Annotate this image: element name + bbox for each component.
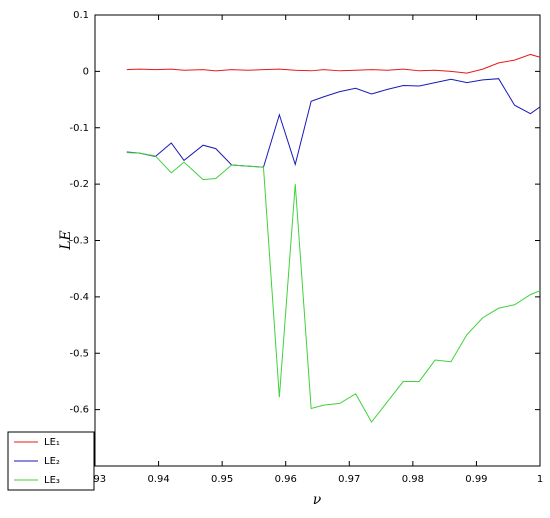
plot-area: [94, 14, 541, 467]
legend-label: LE₂: [44, 456, 60, 467]
y-tick-label: -0.6: [69, 405, 89, 416]
series-line: [126, 78, 541, 168]
y-tick-label: 0: [83, 66, 89, 77]
x-axis-label: ν: [313, 492, 322, 508]
legend-label: LE₃: [44, 475, 60, 486]
x-tick-label: 1: [537, 474, 543, 485]
y-tick-label: 0.1: [73, 10, 89, 21]
x-tick-label: 0.94: [147, 474, 169, 485]
y-tick-label: -0.2: [69, 179, 89, 190]
legend-label: LE₁: [44, 437, 60, 448]
series-line: [126, 53, 541, 74]
x-tick-label: 0.99: [465, 474, 487, 485]
y-axis-label: LE: [58, 230, 74, 251]
x-tick-label: 0.96: [275, 474, 297, 485]
x-tick-label: 0.95: [211, 474, 233, 485]
series-line: [126, 152, 541, 423]
x-tick-label: 0.97: [338, 474, 360, 485]
x-tick-label: 0.93: [84, 474, 106, 485]
y-tick-label: -0.4: [69, 292, 89, 303]
y-tick-label: -0.5: [69, 348, 89, 359]
y-tick-label: -0.1: [69, 123, 89, 134]
y-tick-label: -0.3: [69, 236, 89, 247]
x-tick-label: 0.98: [402, 474, 424, 485]
